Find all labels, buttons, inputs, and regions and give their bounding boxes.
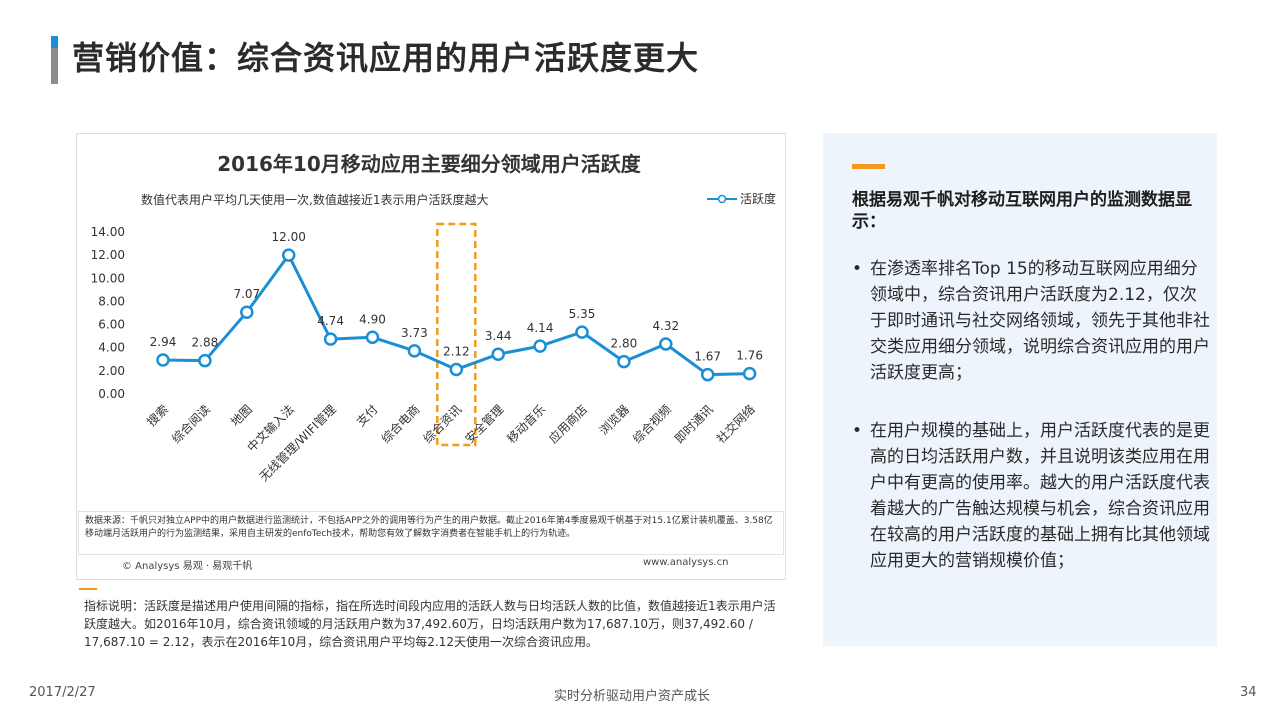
data-point — [323, 332, 338, 346]
value-label: 4.90 — [359, 312, 386, 326]
value-label: 2.94 — [150, 335, 177, 349]
x-tick-label: 综合资讯 — [420, 402, 465, 447]
y-tick-label: 14.00 — [91, 225, 125, 239]
website-link[interactable]: www.analysys.cn — [643, 557, 729, 568]
panel-bullet-1: • 在渗透率排名Top 15的移动互联网应用细分领域中，综合资讯用户活跃度为2.… — [852, 256, 1212, 386]
indicator-note: 指标说明：活跃度是描述用户使用间隔的指标，指在所选时间段内应用的活跃人数与日均活… — [84, 599, 776, 649]
x-tick-label: 浏览器 — [596, 402, 632, 438]
data-point — [449, 362, 464, 377]
footer-tagline: 实时分析驱动用户资产成长 — [554, 689, 711, 704]
value-label: 7.07 — [233, 287, 260, 301]
data-point — [365, 330, 380, 345]
y-tick-label: 4.00 — [98, 341, 125, 355]
y-tick-label: 8.00 — [98, 294, 125, 308]
legend-marker — [717, 194, 727, 204]
panel-bullet-2: • 在用户规模的基础上，用户活跃度代表的是更高的日均活跃用户数，并且说明该类应用… — [852, 418, 1212, 574]
footer-date: 2017/2/27 — [29, 685, 96, 700]
chart-title: 2016年10月移动应用主要细分领域用户活跃度 — [217, 152, 641, 176]
value-label: 12.00 — [272, 230, 306, 244]
bullet-dot: • — [852, 421, 863, 441]
data-point — [617, 354, 631, 369]
x-tick-label: 综合阅读 — [168, 402, 213, 447]
x-tick-label: 即时通讯 — [672, 402, 716, 446]
activity-line-chart: 2016年10月移动应用主要细分领域用户活跃度 数值代表用户平均几天使用一次,数… — [91, 152, 776, 485]
value-label: 2.80 — [611, 337, 638, 351]
x-tick-label: 无线管理/WIFI管理 — [256, 402, 339, 485]
x-tick-label: 社交网络 — [713, 402, 758, 447]
legend-label: 活跃度 — [740, 191, 776, 206]
panel-accent-bar — [852, 164, 885, 169]
x-tick-label: 支付 — [354, 402, 381, 429]
x-tick-label: 搜索 — [144, 402, 172, 430]
data-point — [281, 248, 296, 262]
y-tick-label: 0.00 — [98, 387, 125, 401]
y-tick-label: 12.00 — [91, 248, 125, 262]
data-source-note: 数据来源：千帆只对独立APP中的用户数据进行监测统计，不包括APP之外的调用等行… — [78, 511, 784, 555]
y-tick-label: 2.00 — [98, 364, 125, 378]
x-tick-label: 地图 — [228, 402, 255, 429]
x-tick-label: 移动音乐 — [504, 402, 549, 447]
highlight-box-综合资讯 — [436, 222, 477, 447]
data-point — [240, 305, 254, 319]
data-point — [575, 325, 589, 339]
x-tick-label: 综合视频 — [629, 402, 674, 447]
page-title: 营销价值：综合资讯应用的用户活跃度更大 — [72, 39, 700, 77]
copyright-label: © Analysys 易观 · 易观千帆 — [122, 561, 253, 572]
value-label: 4.32 — [652, 319, 679, 333]
title-accent-bar — [51, 36, 58, 84]
x-tick-label: 安全管理 — [462, 402, 507, 447]
value-label: 4.14 — [527, 321, 554, 335]
data-point — [533, 339, 547, 353]
panel-bullet-text: 在用户规模的基础上，用户活跃度代表的是更高的日均活跃用户数，并且说明该类应用在用… — [870, 421, 1210, 571]
panel-bullet-text: 在渗透率排名Top 15的移动互联网应用细分领域中，综合资讯用户活跃度为2.12… — [870, 259, 1210, 383]
value-label: 3.73 — [401, 326, 428, 340]
page-number: 34 — [1240, 685, 1257, 700]
data-point — [742, 366, 757, 381]
value-label: 3.44 — [485, 329, 512, 343]
data-point — [156, 353, 170, 367]
note-accent-line — [79, 588, 97, 590]
value-label: 2.88 — [192, 336, 219, 350]
data-point — [198, 353, 212, 368]
value-label: 1.76 — [736, 349, 763, 363]
data-point — [700, 367, 715, 382]
data-point — [659, 337, 673, 351]
insight-panel — [823, 133, 1217, 646]
bullet-dot: • — [852, 259, 863, 279]
value-label: 1.67 — [694, 350, 721, 364]
data-point — [491, 347, 505, 361]
chart-container: 2016年10月移动应用主要细分领域用户活跃度 数值代表用户平均几天使用一次,数… — [76, 133, 786, 580]
x-tick-label: 应用商店 — [546, 402, 591, 447]
value-label: 4.74 — [317, 314, 344, 328]
x-tick-label: 综合电商 — [378, 402, 423, 447]
data-point — [407, 344, 422, 358]
value-label: 2.12 — [443, 344, 470, 358]
y-tick-label: 6.00 — [98, 318, 125, 332]
panel-heading: 根据易观千帆对移动互联网用户的监测数据显示： — [852, 190, 1192, 232]
y-tick-label: 10.00 — [91, 271, 125, 285]
chart-subtitle: 数值代表用户平均几天使用一次,数值越接近1表示用户活跃度越大 — [141, 192, 488, 207]
value-label: 5.35 — [569, 307, 596, 321]
